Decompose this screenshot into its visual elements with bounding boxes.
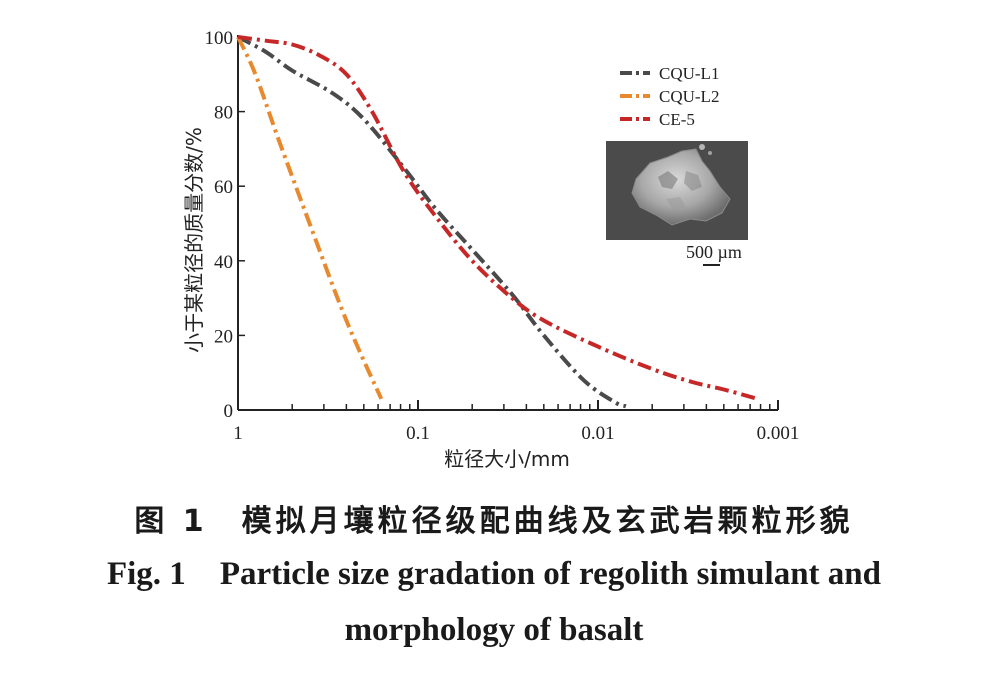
y-tick-label: 20 xyxy=(214,326,233,347)
gradation-chart: 0 20 40 60 80 100 1 0.1 0.01 0.001 CQU-L1 CQU-L2 CE… xyxy=(182,28,800,471)
y-tick-label: 40 xyxy=(214,252,233,273)
series-line-cqu-l1 xyxy=(237,35,627,409)
scale-bar-label: 500 µm xyxy=(686,242,742,262)
basalt-particle-image xyxy=(606,141,748,240)
y-tick-label: 100 xyxy=(205,28,234,49)
y-tick-label: 60 xyxy=(214,177,233,198)
caption-cn-title: 模拟月壤粒径级配曲线及玄武岩颗粒形貌 xyxy=(241,504,854,539)
series-lines xyxy=(236,35,759,409)
y-axis-label: 小于某粒径的质量分数/% xyxy=(182,127,206,353)
caption-english-line1: Fig. 1 Particle size gradation of regolit… xyxy=(0,556,988,593)
y-tick-label: 80 xyxy=(214,103,233,124)
caption-en-label: Fig. 1 xyxy=(106,556,186,592)
x-tick-label: 0.1 xyxy=(406,423,430,444)
x-tick-label: 0.001 xyxy=(757,423,800,444)
x-tick-label: 0.01 xyxy=(581,423,614,444)
caption-english-line2: morphology of basalt xyxy=(0,612,988,649)
legend: CQU-L1 CQU-L2 CE-5 xyxy=(620,64,719,129)
caption-cn-label: 图 1 xyxy=(134,504,208,539)
axes: 0 20 40 60 80 100 1 0.1 0.01 0.001 xyxy=(205,28,800,444)
caption-en-title-1: Particle size gradation of regolith simu… xyxy=(219,556,881,592)
x-tick-label: 1 xyxy=(233,423,243,444)
x-axis-label: 粒径大小/mm xyxy=(444,447,570,471)
series-line-ce-5 xyxy=(237,35,759,401)
legend-label: CQU-L2 xyxy=(659,87,719,106)
caption-en-title-2: morphology of basalt xyxy=(344,612,644,648)
series-line-cqu-l2 xyxy=(236,36,384,400)
caption-chinese: 图 1 模拟月壤粒径级配曲线及玄武岩颗粒形貌 xyxy=(0,496,988,540)
scale-bar: 500 µm xyxy=(686,242,766,269)
legend-label: CQU-L1 xyxy=(659,64,719,83)
legend-label: CE-5 xyxy=(659,110,695,129)
y-tick-label: 0 xyxy=(224,401,234,422)
